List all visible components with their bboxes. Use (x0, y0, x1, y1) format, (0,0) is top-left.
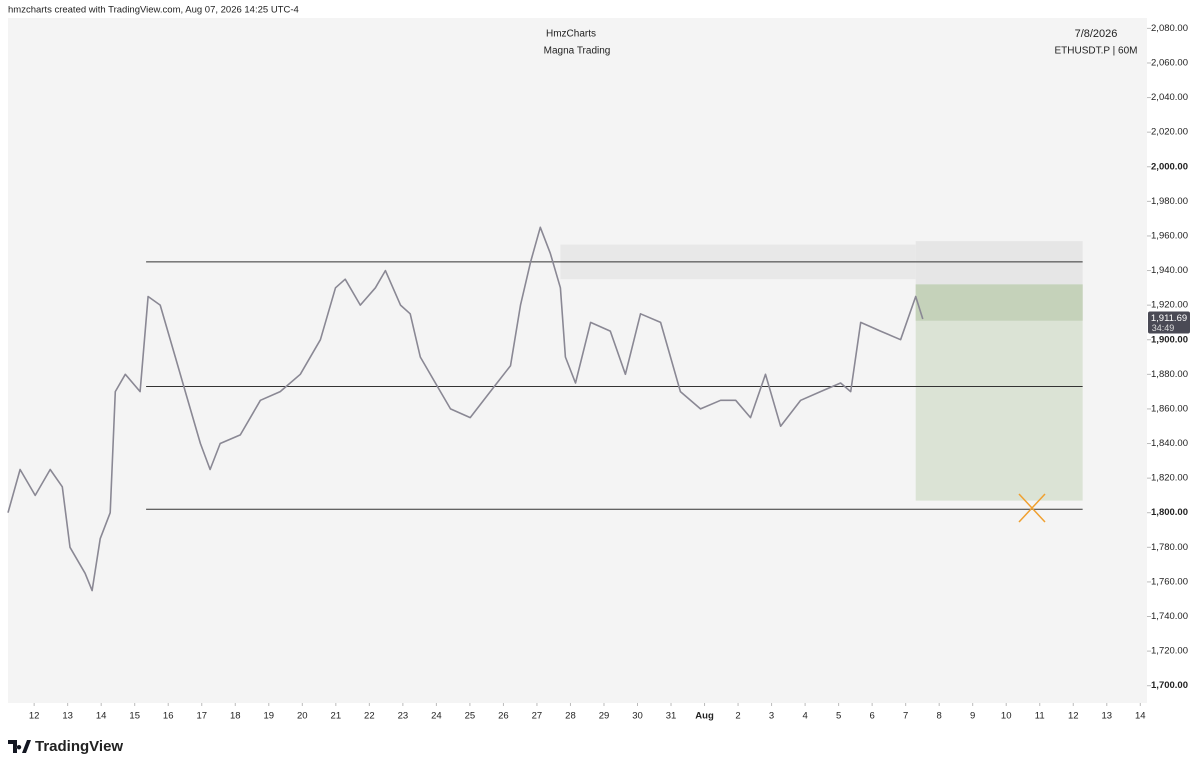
symbol: ETHUSDT.P | 60M (1055, 46, 1138, 57)
x-tick-label: 23 (398, 711, 409, 722)
last-price-label: 1,911.69 (1151, 313, 1187, 324)
x-tick-label: 27 (532, 711, 543, 722)
last-price-box (1148, 311, 1190, 334)
credit: hmzcharts created with TradingView.com, … (8, 5, 299, 16)
y-tick-label: 1,860.00 (1151, 403, 1188, 414)
y-tick-label: 1,940.00 (1151, 265, 1188, 276)
x-tick-label: 14 (96, 711, 107, 722)
x-tick-label: 3 (769, 711, 774, 722)
y-tick-label: 1,880.00 (1151, 369, 1188, 380)
y-tick-label: 1,960.00 (1151, 230, 1188, 241)
y-tick-label: 1,840.00 (1151, 438, 1188, 449)
x-tick-label: 21 (331, 711, 342, 722)
x-tick-label: 11 (1035, 711, 1045, 722)
x-tick-label: 29 (599, 711, 610, 722)
x-tick-label: 18 (230, 711, 241, 722)
x-tick-label: 13 (62, 711, 73, 722)
x-tick-label: 12 (1068, 711, 1079, 722)
x-tick-label: 15 (129, 711, 140, 722)
x-tick-label: 13 (1101, 711, 1112, 722)
x-tick-label: 8 (937, 711, 942, 722)
x-tick-label: 20 (297, 711, 308, 722)
x-tick-label: 2 (735, 711, 740, 722)
x-tick-label: 9 (970, 711, 975, 722)
chart-subtitle: Magna Trading (544, 46, 611, 57)
y-tick-label: 1,800.00 (1151, 507, 1188, 518)
x-tick-label: 19 (263, 711, 274, 722)
x-tick-label: 31 (666, 711, 677, 722)
x-tick-label: 7 (903, 711, 908, 722)
x-tick-label: 28 (565, 711, 576, 722)
x-tick-label: 24 (431, 711, 442, 722)
y-tick-label: 2,000.00 (1151, 161, 1188, 172)
y-tick-label: 1,820.00 (1151, 473, 1188, 484)
x-tick-label: 25 (465, 711, 476, 722)
x-tick-label: 16 (163, 711, 174, 722)
brand-name: TradingView (35, 738, 123, 755)
y-tick-label: 1,720.00 (1151, 646, 1188, 657)
y-tick-label: 1,700.00 (1151, 680, 1188, 691)
x-tick-label: 12 (29, 711, 40, 722)
chart-title: HmzCharts (546, 29, 596, 40)
x-tick-label: Aug (695, 711, 714, 722)
x-tick-label: 14 (1135, 711, 1146, 722)
y-tick-label: 1,760.00 (1151, 576, 1188, 587)
y-tick-label: 2,020.00 (1151, 127, 1188, 138)
brand-logo: TradingView (8, 738, 123, 755)
cross-marker (1018, 493, 1046, 523)
y-tick-label: 1,980.00 (1151, 196, 1188, 207)
y-tick-label: 1,920.00 (1151, 300, 1188, 311)
y-tick-label: 2,040.00 (1151, 92, 1188, 103)
x-tick-label: 4 (802, 711, 807, 722)
price-line (7, 226, 924, 592)
x-tick-label: 30 (632, 711, 643, 722)
chart-date: 7/8/2026 (1075, 28, 1118, 40)
x-tick-label: 6 (869, 711, 874, 722)
y-tick-label: 2,060.00 (1151, 57, 1188, 68)
x-tick-label: 22 (364, 711, 375, 722)
y-tick-label: 1,780.00 (1151, 542, 1188, 553)
x-tick-label: 5 (836, 711, 841, 722)
x-tick-label: 10 (1001, 711, 1012, 722)
countdown: 34:49 (1152, 323, 1175, 333)
y-tick-label: 1,900.00 (1151, 334, 1188, 345)
x-tick-label: 17 (196, 711, 207, 722)
zone (915, 284, 1083, 321)
y-tick-label: 1,740.00 (1151, 611, 1188, 622)
x-tick-label: 26 (498, 711, 509, 722)
y-tick-label: 2,080.00 (1151, 23, 1188, 34)
